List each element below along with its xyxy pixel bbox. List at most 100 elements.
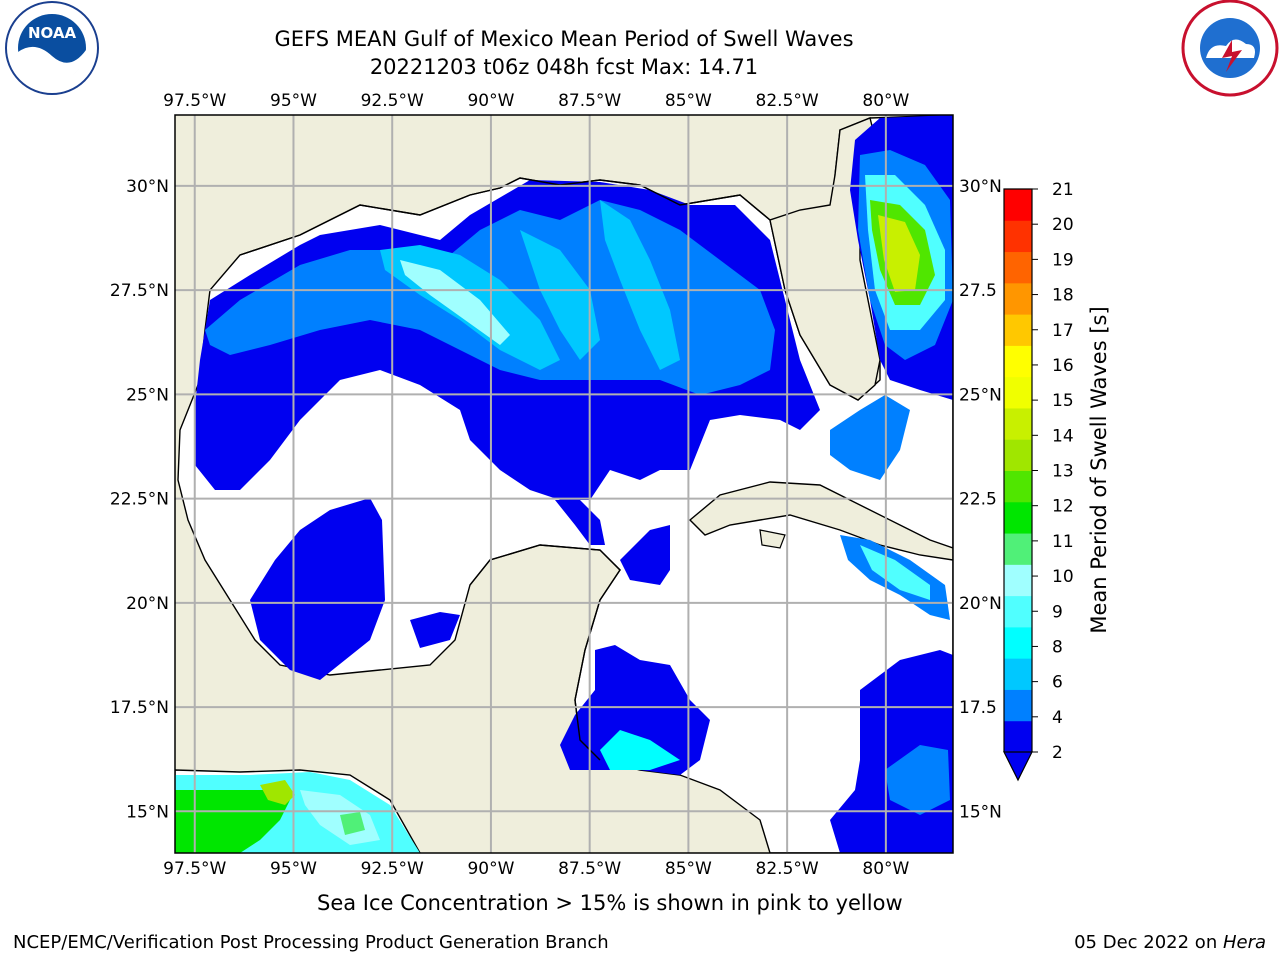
- colorbar-segment: [1004, 626, 1032, 659]
- lat-tick-label: 27.5°N: [110, 281, 169, 301]
- lat-tick-label: 15°N: [126, 802, 169, 822]
- colorbar-segment: [1004, 720, 1032, 753]
- swell-band-bahamas: [830, 395, 910, 480]
- lat-tick-label: 25°N: [126, 385, 169, 405]
- lat-tick-label: 22.5°N: [110, 490, 169, 510]
- colorbar-label: Mean Period of Swell Waves [s]: [1087, 306, 1111, 633]
- colorbar-tick-label: 20: [1052, 215, 1074, 235]
- gridlines: [175, 115, 953, 853]
- lat-tick-label: 25°N: [959, 385, 1002, 405]
- lat-tick-label: 20°N: [959, 594, 1002, 614]
- lon-tick-label: 92.5°W: [361, 859, 424, 879]
- colorbar-tick-label: 6: [1052, 673, 1063, 693]
- footer-machine: Hera: [1222, 932, 1266, 953]
- swell-band-8-9: [400, 260, 510, 345]
- lat-ticks-left: 30°N 27.5°N 25°N 22.5°N 20°N 17.5°N 15°N: [110, 177, 169, 822]
- lon-tick-label: 97.5°W: [163, 859, 226, 879]
- swell-band-caribbean: [560, 645, 710, 775]
- colorbar-segment: [1004, 564, 1032, 597]
- colorbar-segment: [1004, 689, 1032, 722]
- colorbar-tick-label: 14: [1052, 426, 1074, 446]
- swell-band-pacific-green: [175, 790, 290, 853]
- cuba-island: [688, 481, 953, 561]
- lat-tick-label: 20°N: [126, 594, 169, 614]
- colorbar-tick-label: 19: [1052, 250, 1074, 270]
- colorbar-tick-label: 8: [1052, 637, 1063, 657]
- map-title: GEFS MEAN Gulf of Mexico Mean Period of …: [274, 27, 854, 51]
- colorbar-tick-label: 13: [1052, 462, 1074, 482]
- colorbar: 21 20 19 18 17 16 15 14 13 12 11 10 9 8 6 4 2: [1003, 180, 1074, 782]
- swell-band-6-8-c: [600, 200, 680, 370]
- swell-band-pacific-lime: [260, 780, 295, 805]
- lon-ticks-bottom: 97.5°W 95°W 92.5°W 90°W 87.5°W 85°W 82.5°W 80°W: [163, 859, 909, 879]
- lat-tick-label: 15°N: [959, 802, 1002, 822]
- lat-tick-label: 22.5: [959, 490, 997, 510]
- colorbar-segment: [1004, 220, 1032, 253]
- lon-tick-label: 80°W: [862, 859, 909, 879]
- swell-band-yucatan-channel: [620, 525, 670, 585]
- lon-tick-label: 87.5°W: [558, 91, 621, 111]
- colorbar-tick-label: 21: [1052, 180, 1074, 200]
- colorbar-tick-label: 2: [1052, 743, 1063, 763]
- lon-tick-label: 97.5°W: [163, 91, 226, 111]
- swell-band-cayman-light: [860, 545, 930, 600]
- colorbar-tick-label: 10: [1052, 567, 1074, 587]
- colorbar-tick-label: 15: [1052, 391, 1074, 411]
- footer-date: 05 Dec 2022 on: [1074, 932, 1223, 953]
- colorbar-segment: [1004, 470, 1032, 503]
- sea-ice-note: Sea Ice Concentration > 15% is shown in …: [317, 891, 903, 915]
- colorbar-tick-label: 17: [1052, 321, 1074, 341]
- footer-right: 05 Dec 2022 on Hera: [1074, 932, 1266, 953]
- swell-band-pacific-9: [340, 812, 365, 835]
- swell-band-atlantic-yellow: [878, 215, 920, 292]
- lon-tick-label: 82.5°W: [756, 91, 819, 111]
- lat-tick-label: 30°N: [959, 177, 1002, 197]
- colorbar-segment: [1004, 595, 1032, 628]
- colorbar-segment: [1004, 439, 1032, 471]
- map-subtitle: 20221203 t06z 048h fcst Max: 14.71: [369, 55, 759, 79]
- colorbar-tick-label: 9: [1052, 602, 1063, 622]
- colorbar-tick-label: 11: [1052, 532, 1074, 552]
- colorbar-tick-label: 12: [1052, 497, 1074, 517]
- colorbar-tick-label: 4: [1052, 708, 1063, 728]
- colorbar-segment: [1004, 376, 1032, 409]
- colorbar-segment: [1004, 501, 1032, 534]
- footer-left: NCEP/EMC/Verification Post Processing Pr…: [13, 932, 609, 953]
- colorbar-tick-label: 18: [1052, 286, 1074, 306]
- swell-band-yucatan-bits: [410, 612, 460, 648]
- lat-tick-label: 27.5: [959, 281, 997, 301]
- swell-band-6-8-b: [520, 230, 600, 360]
- lat-tick-label: 17.5: [959, 698, 997, 718]
- lon-tick-label: 90°W: [467, 859, 514, 879]
- map-frame: [174, 114, 954, 854]
- colorbar-segment: [1004, 345, 1032, 378]
- lon-tick-label: 90°W: [467, 91, 514, 111]
- lon-tick-label: 85°W: [665, 91, 712, 111]
- colorbar-segment: [1004, 314, 1032, 346]
- colorbar-segment: [1004, 533, 1032, 565]
- colorbar-segment: [1004, 251, 1032, 284]
- lat-tick-label: 17.5°N: [110, 698, 169, 718]
- swell-band-se-caribbean-mid: [885, 745, 950, 815]
- swell-band-campeche: [250, 498, 385, 680]
- colorbar-segment: [1004, 407, 1032, 440]
- colorbar-extend-arrow: [1003, 751, 1033, 782]
- lon-tick-label: 87.5°W: [558, 859, 621, 879]
- lon-tick-label: 85°W: [665, 859, 712, 879]
- lat-tick-label: 30°N: [126, 177, 169, 197]
- colorbar-segment: [1004, 189, 1032, 221]
- lon-tick-label: 95°W: [270, 859, 317, 879]
- colorbar-segment: [1004, 658, 1032, 690]
- lon-tick-label: 95°W: [270, 91, 317, 111]
- lon-ticks-top: 97.5°W 95°W 92.5°W 90°W 87.5°W 85°W 82.5°W 80°W: [163, 91, 909, 111]
- lat-ticks-right: 30°N 27.5 25°N 22.5 20°N 17.5 15°N: [959, 177, 1002, 822]
- hispaniola: [759, 529, 786, 549]
- swell-band-honduras-bits: [555, 500, 605, 545]
- yucatan-coast: [469, 544, 621, 761]
- lon-tick-label: 92.5°W: [361, 91, 424, 111]
- colorbar-segment: [1004, 282, 1032, 315]
- coastline: [239, 177, 771, 256]
- colorbar-tick-label: 16: [1052, 356, 1074, 376]
- lon-tick-label: 82.5°W: [756, 859, 819, 879]
